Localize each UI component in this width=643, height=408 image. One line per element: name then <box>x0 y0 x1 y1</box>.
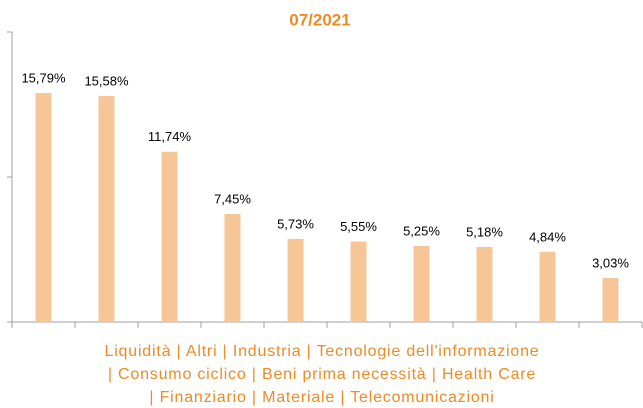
value-label: 4,84% <box>529 229 566 244</box>
bar <box>602 278 619 322</box>
chart-title: 07/2021 <box>289 10 350 29</box>
value-label: 5,55% <box>340 219 377 234</box>
value-label: 5,18% <box>466 224 503 239</box>
bar <box>35 93 52 322</box>
bar <box>224 213 241 322</box>
caption-line: | Consumo ciclico | Beni prima necessità… <box>108 366 536 383</box>
bar <box>98 96 115 322</box>
bar <box>413 245 430 322</box>
bar <box>476 246 493 322</box>
caption-line: | Finanziario | Materiale | Telecomunica… <box>149 389 494 406</box>
value-label: 11,74% <box>148 129 192 144</box>
value-label: 7,45% <box>214 191 251 206</box>
value-label: 15,79% <box>21 70 66 85</box>
value-label: 3,03% <box>592 256 629 271</box>
bar <box>287 238 304 322</box>
value-label: 5,73% <box>277 216 314 231</box>
bar <box>350 241 367 322</box>
caption-line: Liquidità | Altri | Industria | Tecnolog… <box>105 343 540 360</box>
bar <box>539 251 556 322</box>
value-label: 5,25% <box>403 223 440 238</box>
value-label: 15,58% <box>84 74 129 89</box>
bar <box>161 151 178 322</box>
